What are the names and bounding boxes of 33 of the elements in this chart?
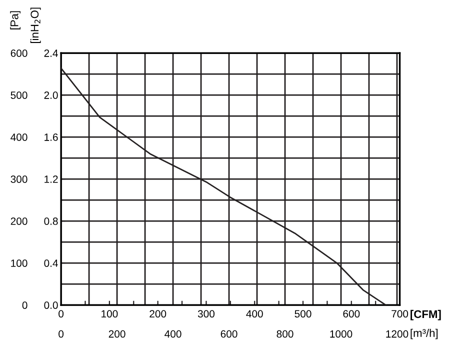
y2-tick-label: 1.2 [44,176,58,183]
x-tick-label: 700 [392,310,408,318]
x2-tick-label: 1200 [386,330,408,338]
x-tick-label: 100 [102,310,118,318]
y2-tick-label: 0.8 [44,218,58,225]
x-tick-label: 600 [343,310,360,318]
x2-tick-label: 200 [108,330,126,338]
x-tick-label: 200 [150,310,166,318]
x2-tick-label: 800 [276,330,294,338]
x2-axis-title: [m³/h] [410,328,438,340]
y-axis-title: [Pa] [10,11,20,30]
y2-tick-label: 2.0 [44,92,58,99]
y2-axis-title: [inH$_{2}$O] [30,8,41,43]
y-tick-label: 300 [10,176,28,183]
x2-tick-label: 400 [164,330,182,338]
y2-tick-label: 2.4 [44,50,58,57]
x-tick-label: 500 [294,310,312,318]
x-axis-title: [CFM] [410,310,441,320]
x-tick-label: 400 [246,310,263,318]
x-tick-label: 0 [58,310,64,318]
x2-tick-label: 0 [58,330,64,338]
x2-tick-label: 600 [220,330,238,338]
x-tick-label: 300 [198,310,215,318]
y-tick-label: 100 [11,260,28,267]
y-tick-label: 400 [10,134,28,141]
y-tick-label: 500 [10,92,28,99]
y2-tick-label: 0.0 [44,302,58,309]
x2-tick-label: 1000 [330,330,352,338]
y-tick-label: 600 [10,50,28,57]
y2-tick-label: 1.6 [44,134,58,141]
y2-tick-label: 0.4 [44,260,58,267]
y-tick-label: 0 [22,302,28,309]
y-tick-label: 200 [10,218,28,225]
